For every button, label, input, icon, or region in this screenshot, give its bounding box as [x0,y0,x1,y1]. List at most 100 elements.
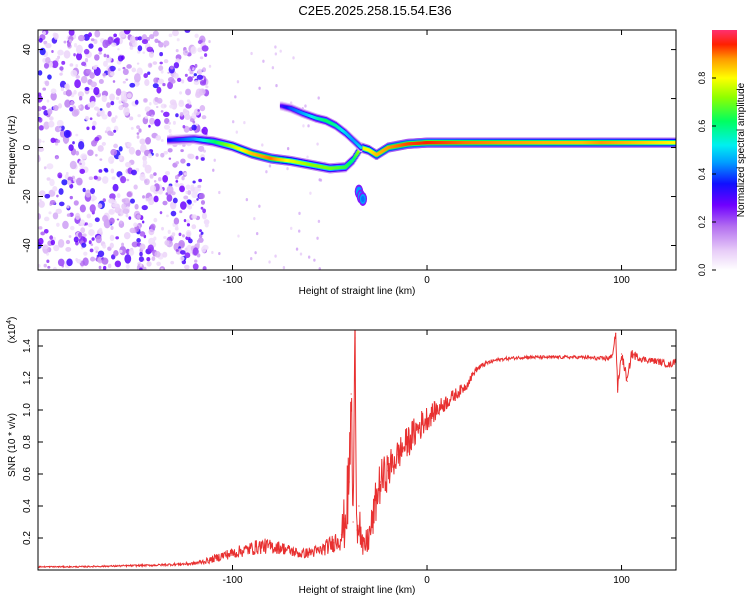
heatmap-cell [187,76,193,82]
snr-data-point [650,360,651,361]
heatmap-cell [94,137,99,142]
heatmap-cell [72,141,75,144]
figure-title: C2E5.2025.258.15.54.E36 [298,3,451,18]
heatmap-cell [137,114,140,117]
snr-data-point [417,429,418,430]
heatmap-cell [146,257,150,261]
heatmap-cell [113,184,119,192]
heatmap-cell [167,194,173,202]
heatmap-cell [123,107,129,116]
heatmap-cell [195,156,198,160]
colorbar-tick-label: 0.2 [697,216,707,229]
heatmap-cell [83,252,87,256]
heatmap-cell [73,90,76,95]
heatmap-cell [202,115,207,119]
heatmap-cell [103,61,108,67]
heatmap-cell [80,153,87,159]
heatmap-cell [123,208,130,214]
heatmap-cell [191,214,197,219]
heatmap-cell [35,106,41,111]
heatmap-cell [176,225,179,228]
heatmap-cell [92,121,97,127]
heatmap-cell [201,157,205,161]
heatmap-cell [126,64,132,69]
heatmap-cell [175,113,179,117]
y-tick-label: -40 [22,238,33,253]
heatmap-cell [76,151,80,156]
heatmap-cell [59,202,65,207]
x-tick-label: 100 [613,275,630,286]
heatmap-cell [57,120,64,127]
heatmap-cell [129,116,133,120]
heatmap-cell [58,259,65,267]
heatmap-cell [102,114,108,119]
heatmap-cell [162,201,167,206]
heatmap-cell [66,258,72,266]
snr-data-point [563,357,564,358]
heatmap-cell [300,252,302,255]
heatmap-cell [170,66,174,70]
heatmap-cell [179,91,182,94]
heatmap-cell [119,100,122,104]
heatmap-cell [61,61,65,65]
heatmap-cell [98,250,104,257]
heatmap-cell [89,176,93,180]
heatmap-cell [168,230,171,234]
heatmap-cell [90,81,97,87]
heatmap-cell [202,127,208,135]
heatmap-cell [113,34,117,38]
heatmap-cell [131,170,137,176]
heatmap-cell [194,34,198,38]
heatmap-cell [95,154,98,157]
heatmap-cell [158,42,163,48]
snr-data-point [380,481,381,482]
heatmap-cell [196,198,198,201]
snr-data-point [504,358,505,359]
heatmap-cell [58,239,64,248]
heatmap-cell [44,166,47,169]
heatmap-cell [66,89,72,96]
heatmap-cell [142,205,148,210]
heatmap-cell [172,232,176,236]
heatmap-cell [130,46,134,50]
y-tick-label: 1.4 [22,339,33,353]
heatmap-cell [237,80,239,83]
snr-data-point [456,393,457,394]
heatmap-cell [116,88,122,96]
heatmap-cell [180,201,187,210]
snr-multiplier-close: ) [7,317,18,320]
heatmap-cell [170,261,174,265]
heatmap-cell [187,99,190,102]
heatmap-cell [112,203,117,207]
spectrogram-y-label: Frequency (Hz) [7,116,18,185]
colorbar: 0.00.20.40.60.8 Normalized spectral ampl… [697,30,747,276]
heatmap-cell [137,132,140,135]
heatmap-cell [182,234,185,237]
heatmap-cell [68,144,73,151]
heatmap-cell [41,106,46,110]
heatmap-cell [138,128,141,132]
heatmap-cell [65,247,71,252]
heatmap-cell [174,218,179,225]
heatmap-cell [112,176,116,180]
heatmap-cell [110,235,115,241]
x-tick-label: -100 [223,275,243,286]
heatmap-cell [316,142,318,145]
heatmap-cell [148,153,152,158]
heatmap-cell [67,42,71,47]
heatmap-cell [180,250,186,255]
heatmap-cell [47,266,50,269]
snr-data-point [345,518,346,519]
heatmap-cell [168,122,171,125]
colorbar-tick-label: 0.4 [697,168,707,181]
heatmap-cell [170,99,177,105]
snr-data-point [349,481,350,482]
heatmap-cell [161,70,164,74]
heatmap-cell [205,85,208,88]
heatmap-cell [88,229,95,236]
heatmap-cell [99,228,103,233]
x-tick-label: 0 [424,275,430,286]
heatmap-cell [153,83,159,88]
heatmap-cell [80,205,86,213]
heatmap-cell [258,205,260,208]
